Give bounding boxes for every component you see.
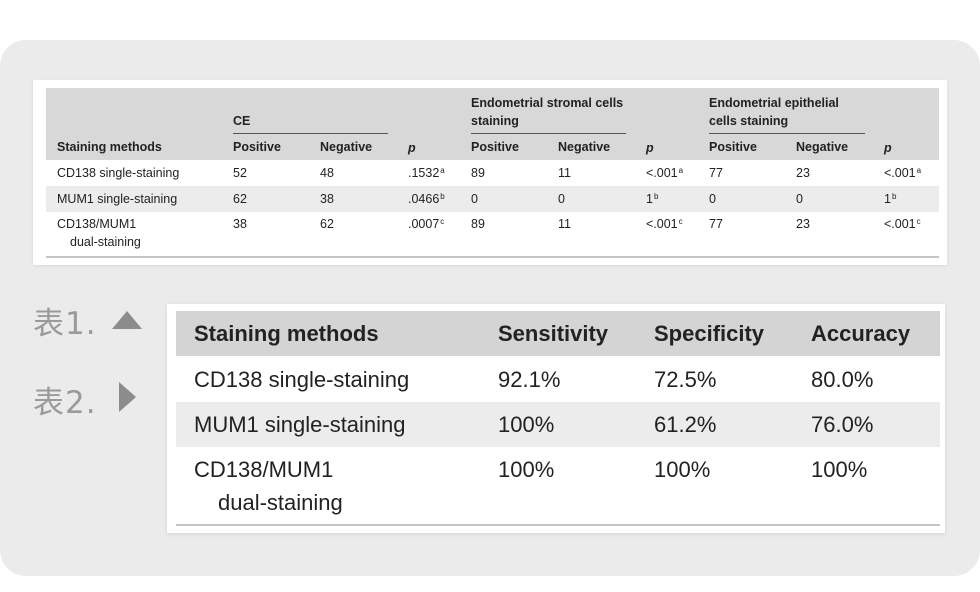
table2-col-methods: Staining methods (194, 321, 379, 346)
table1-label: 表1. (33, 306, 97, 342)
table1-cell-p: .1532a (408, 166, 445, 180)
table1-group-ce: CE (233, 114, 251, 128)
table2-cell: 72.5% (654, 367, 717, 392)
table2-cell: 61.2% (654, 412, 717, 437)
table1-cell: 89 (471, 217, 485, 231)
table1-group-stromal: Endometrial stromal cells (471, 96, 624, 110)
table1-col-st-negative: Negative (558, 140, 611, 154)
table1-col-ep-p: p (884, 141, 892, 155)
triangle-right-icon[interactable] (119, 382, 136, 412)
table2-bottom-rule (176, 524, 940, 526)
table1-cell: 23 (796, 217, 810, 231)
table1-ce-rule (233, 133, 388, 134)
table1-cell-p: <.001a (646, 166, 684, 180)
table1-cell: 77 (709, 217, 723, 231)
table1-cell: 0 (796, 192, 803, 206)
table1-cell-method: CD138 single-staining (57, 166, 180, 180)
table2-cell: 80.0% (811, 367, 874, 392)
table1-col-methods: Staining methods (57, 140, 162, 154)
table1-cell: 11 (558, 166, 571, 180)
table1-cell: 0 (471, 192, 478, 206)
table1-col-st-p: p (646, 141, 654, 155)
table1-cell-p: .0466b (408, 192, 445, 206)
table1-bottom-rule (46, 256, 939, 258)
table1-cell-p: .0007c (408, 217, 445, 231)
table1-cell: 11 (558, 217, 571, 231)
table1-col-ce-positive: Positive (233, 140, 281, 154)
table2-header (176, 311, 940, 356)
triangle-up-icon[interactable] (112, 311, 142, 329)
table1-cell: 0 (709, 192, 716, 206)
table2-label: 表2. (33, 385, 97, 421)
table1-cell: 0 (558, 192, 565, 206)
table2-row-band (176, 402, 940, 447)
table2-cell-method-cont: dual-staining (218, 490, 343, 515)
table2-cell-method: MUM1 single-staining (194, 412, 406, 437)
table1-cell-p: <.001c (646, 217, 683, 231)
table2-col-specificity: Specificity (654, 321, 765, 346)
table2-cell-method: CD138/MUM1 (194, 457, 334, 482)
table1-col-ep-positive: Positive (709, 140, 757, 154)
table1-cell: 48 (320, 166, 334, 180)
table1-cell: 38 (320, 192, 334, 206)
table1-cell-p: <.001c (884, 217, 921, 231)
table1-stromal-rule (471, 133, 626, 134)
table2-col-accuracy: Accuracy (811, 321, 911, 346)
table1-col-ce-p: p (408, 141, 416, 155)
table1-col-ep-negative: Negative (796, 140, 849, 154)
table1-cell: 77 (709, 166, 723, 180)
table1-group-epithelial: Endometrial epithelial (709, 96, 839, 110)
table2-cell: 100% (498, 412, 555, 437)
table2-cell: 100% (811, 457, 868, 482)
table1-cell: 62 (320, 217, 334, 231)
table1-cell-method-cont: dual-staining (70, 235, 141, 249)
table1-cell: 52 (233, 166, 247, 180)
table1-cell: 23 (796, 166, 810, 180)
table1-cell-p: 1b (646, 192, 659, 206)
table1: CE Endometrial stromal cells staining En… (46, 88, 939, 258)
table2-cell: 92.1% (498, 367, 561, 392)
table2: Staining methods Sensitivity Specificity… (176, 311, 940, 526)
table2-cell: 76.0% (811, 412, 874, 437)
table1-cell: 89 (471, 166, 485, 180)
table1-cell-method: MUM1 single-staining (57, 192, 178, 206)
table2-cell: 100% (654, 457, 711, 482)
table1-cell-p: <.001a (884, 166, 922, 180)
table1-col-ce-negative: Negative (320, 140, 373, 154)
table1-epithelial-rule (709, 133, 865, 134)
table1-header (46, 88, 939, 160)
table1-row-band (46, 186, 939, 212)
table1-col-st-positive: Positive (471, 140, 519, 154)
table1-group-epithelial-2: cells staining (709, 114, 789, 128)
table2-col-sensitivity: Sensitivity (498, 321, 609, 346)
table1-group-stromal-2: staining (471, 114, 519, 128)
table1-cell: 62 (233, 192, 247, 206)
table2-cell-method: CD138 single-staining (194, 367, 410, 392)
table1-cell-p: 1b (884, 192, 897, 206)
table1-cell-method: CD138/MUM1 (57, 217, 137, 231)
table1-cell: 38 (233, 217, 247, 231)
table2-cell: 100% (498, 457, 555, 482)
